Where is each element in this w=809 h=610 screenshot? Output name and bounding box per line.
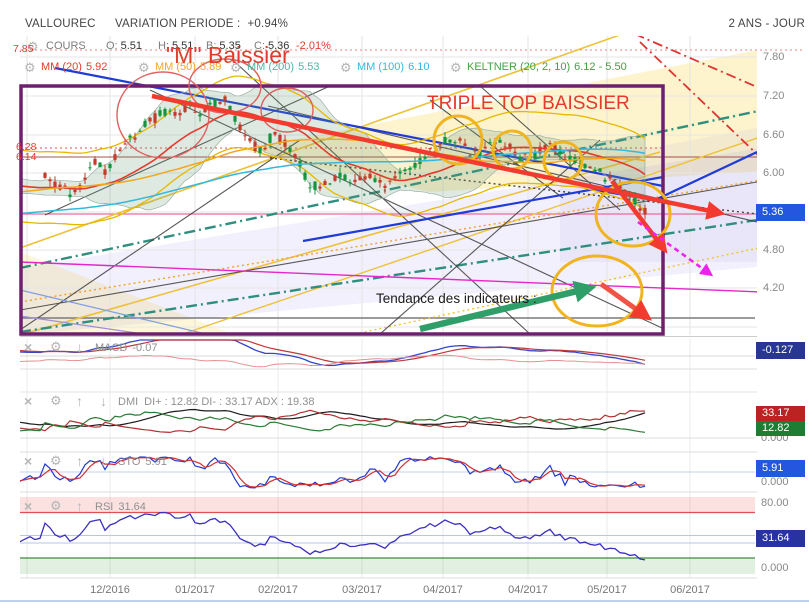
mm100-line bbox=[20, 148, 646, 215]
price-axis-660: 6.60 bbox=[763, 129, 785, 141]
dmi-minus-badge: 33.17 bbox=[756, 406, 805, 421]
rsi-upper-label: 80.00 bbox=[761, 497, 789, 509]
sto-value-badge: 5.91 bbox=[756, 460, 805, 477]
month-label-4: 04/2017 bbox=[423, 584, 463, 596]
legend-keltner: KELTNER (20, 2, 10) 6.12 - 5.50 bbox=[467, 61, 627, 73]
indicator-trend-up-arrow[interactable] bbox=[419, 280, 597, 333]
chart-background bbox=[0, 36, 809, 602]
level-label-785: 7.85 bbox=[13, 43, 34, 55]
di-minus-line bbox=[20, 409, 646, 434]
macd-settings-gear-icon[interactable]: ⚙ bbox=[50, 339, 62, 354]
quote-change-percent: -2.01% bbox=[296, 40, 331, 52]
mm20-settings-gear-icon[interactable]: ⚙ bbox=[24, 60, 36, 75]
rsi-value-badge: 31.64 bbox=[756, 530, 805, 547]
mm200-settings-gear-icon[interactable]: ⚙ bbox=[230, 60, 242, 75]
rsi-settings-gear-icon[interactable]: ⚙ bbox=[50, 498, 62, 513]
quote-high: H: 5.51 bbox=[158, 40, 194, 52]
price-axis-480: 4.80 bbox=[763, 244, 785, 256]
macd-close-icon[interactable]: × bbox=[24, 339, 33, 355]
month-label-0: 12/2016 bbox=[90, 584, 130, 596]
legend-mm100: MM (100) 6.10 bbox=[357, 61, 430, 73]
rsi-overbought-band bbox=[20, 497, 755, 513]
month-label-2: 02/2017 bbox=[258, 584, 298, 596]
level-label-628: 6.28 bbox=[16, 141, 37, 153]
sto-move-down-icon[interactable]: ↓ bbox=[100, 453, 107, 469]
sto-move-up-icon[interactable]: ↑ bbox=[76, 453, 83, 469]
month-label-1: 01/2017 bbox=[175, 584, 215, 596]
magenta-projection-arrow[interactable] bbox=[637, 220, 714, 277]
keltner-lower-line bbox=[20, 146, 646, 226]
red-ellipse-annotations[interactable] bbox=[116, 58, 314, 159]
sto-close-icon[interactable]: × bbox=[24, 453, 33, 469]
price-axis-420: 4.20 bbox=[763, 282, 785, 294]
m-baissier-annotation[interactable]: "M" Baissier bbox=[166, 42, 290, 68]
quote-close: C: 5.36 bbox=[254, 40, 290, 52]
price-axis-720: 7.20 bbox=[763, 90, 785, 102]
month-label-3: 03/2017 bbox=[342, 584, 382, 596]
rsi-close-icon[interactable]: × bbox=[24, 498, 33, 514]
quote-label: COURS bbox=[46, 40, 86, 52]
purple-rectangle-annotation[interactable] bbox=[19, 84, 665, 336]
mm20-line bbox=[20, 110, 646, 190]
dmi-plus-badge: 12.82 bbox=[756, 421, 805, 436]
dmi-move-down-icon[interactable]: ↓ bbox=[100, 393, 107, 409]
rsi-label: RSI 31.64 bbox=[95, 501, 146, 513]
horizontal-gridlines bbox=[20, 56, 757, 328]
bearish-trend-arrow[interactable] bbox=[151, 93, 726, 220]
mm50-line bbox=[20, 138, 646, 193]
quote-settings-gear-icon[interactable]: ⚙ bbox=[27, 39, 39, 54]
timeframe-label[interactable]: 2 ANS - JOUR bbox=[728, 18, 805, 30]
sto-label: STO 5.91 bbox=[118, 456, 167, 468]
dmi-settings-gear-icon[interactable]: ⚙ bbox=[50, 393, 62, 408]
macd-move-down-icon[interactable]: ↓ bbox=[76, 339, 83, 355]
price-axis-600: 6.00 bbox=[763, 167, 785, 179]
rsi-move-up-icon[interactable]: ↑ bbox=[76, 498, 83, 514]
month-label-6: 05/2017 bbox=[587, 584, 627, 596]
legend-mm50: MM (50) 5.89 bbox=[155, 61, 222, 73]
rsi-line bbox=[20, 511, 646, 561]
macd-value-badge: -0.127 bbox=[756, 342, 805, 359]
stochastic-k-line bbox=[20, 456, 646, 489]
quote-low: B: 5.35 bbox=[206, 40, 241, 52]
keltner-upper-line bbox=[20, 75, 646, 154]
last-price-badge: 5.36 bbox=[756, 204, 805, 221]
sto-zero-label: 0.000 bbox=[761, 476, 789, 488]
level-label-614: 6.14 bbox=[16, 151, 37, 163]
keltner-settings-gear-icon[interactable]: ⚙ bbox=[450, 60, 462, 75]
chart-series bbox=[20, 75, 647, 561]
dmi-label: DMI DI+ : 12.82 DI- : 33.17 ADX : 19.38 bbox=[118, 396, 315, 408]
di-plus-line bbox=[20, 411, 646, 433]
tendance-annotation[interactable]: Tendance des indicateurs : bbox=[376, 291, 537, 306]
indicator-trend-down-arrow[interactable] bbox=[599, 281, 653, 321]
variation-period: VARIATION PERIODE : +0.94% bbox=[115, 18, 289, 30]
symbol-title: VALLOUREC bbox=[25, 18, 96, 30]
dmi-move-up-icon[interactable]: ↑ bbox=[76, 393, 83, 409]
mm50-settings-gear-icon[interactable]: ⚙ bbox=[138, 60, 150, 75]
legend-mm200: MM (200) 5.53 bbox=[247, 61, 320, 73]
macd-histogram-line bbox=[20, 354, 646, 368]
annotations bbox=[19, 58, 726, 336]
adx-line bbox=[20, 408, 646, 430]
month-label-5: 04/2017 bbox=[508, 584, 548, 596]
rsi-zero-label: 0.000 bbox=[761, 562, 789, 574]
month-label-7: 06/2017 bbox=[670, 584, 710, 596]
legend-mm20: MM (20) 5.92 bbox=[41, 61, 108, 73]
mm100-settings-gear-icon[interactable]: ⚙ bbox=[340, 60, 352, 75]
macd-label: MACD -0.07 bbox=[95, 342, 158, 354]
breakdown-arrow[interactable] bbox=[610, 179, 668, 254]
triple-top-annotation[interactable]: TRIPLE TOP BAISSIER bbox=[427, 93, 630, 114]
stochastic-d-line bbox=[20, 456, 646, 488]
dmi-close-icon[interactable]: × bbox=[24, 393, 33, 409]
macd-line bbox=[20, 339, 646, 367]
panel-separators bbox=[0, 336, 809, 602]
quote-open: O: 5.51 bbox=[106, 40, 143, 52]
macd-signal-line bbox=[20, 339, 646, 364]
rsi-oversold-band bbox=[20, 558, 755, 574]
sto-settings-gear-icon[interactable]: ⚙ bbox=[50, 453, 62, 468]
price-axis-780: 7.80 bbox=[763, 51, 785, 63]
